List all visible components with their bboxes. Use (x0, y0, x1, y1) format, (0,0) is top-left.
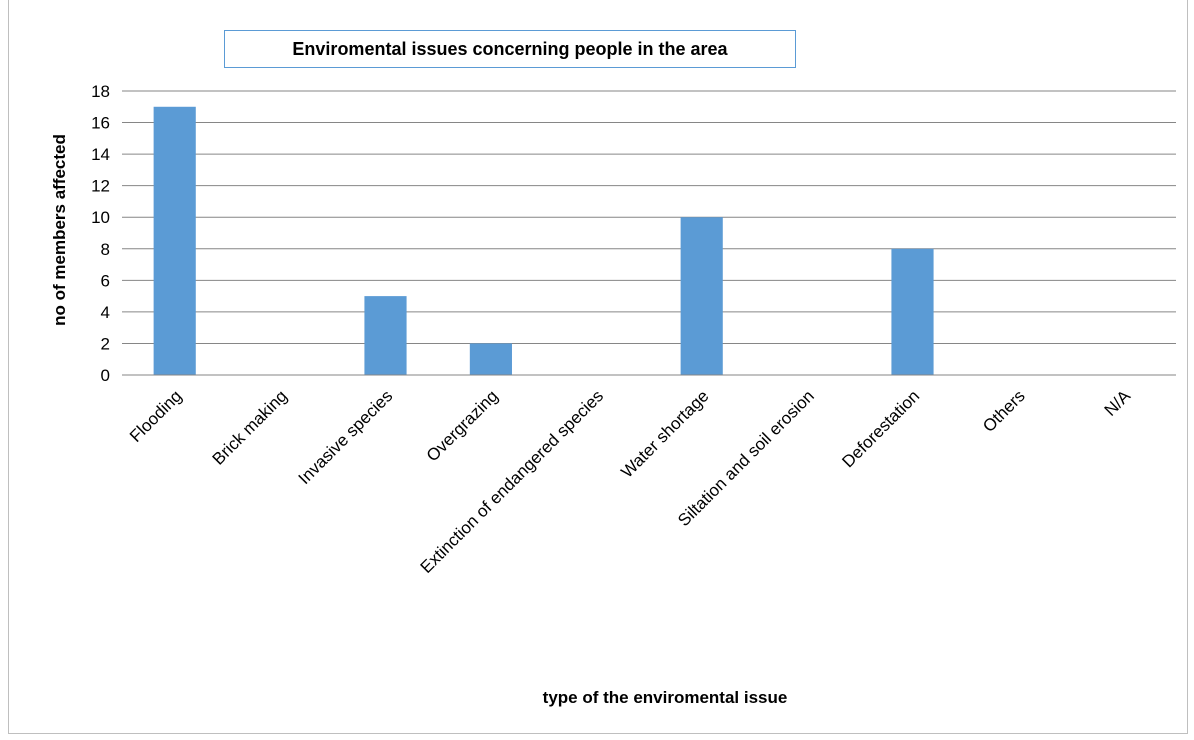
x-tick-label: Invasive species (295, 386, 397, 488)
y-tick-label: 14 (91, 145, 110, 164)
y-tick-label: 12 (91, 177, 110, 196)
chart-title-box: Enviromental issues concerning people in… (224, 30, 796, 68)
x-tick-label: Water shortage (617, 386, 712, 481)
bar (364, 296, 407, 375)
x-axis-title: type of the enviromental issue (542, 688, 788, 707)
x-tick-label: Overgrazing (423, 386, 502, 465)
y-tick-label: 8 (101, 240, 110, 259)
y-tick-label: 10 (91, 208, 110, 227)
chart-title: Enviromental issues concerning people in… (292, 38, 728, 59)
x-tick-label: Deforestation (838, 386, 923, 471)
y-axis-title: no of members affected (50, 134, 69, 326)
x-tick-label: Extinction of endangered species (417, 386, 608, 577)
bar (153, 106, 196, 376)
x-tick-label: Flooding (126, 386, 186, 446)
bar (469, 343, 512, 375)
x-tick-label: Brick making (209, 386, 291, 468)
bar (680, 217, 723, 375)
y-tick-label: 0 (101, 366, 110, 385)
x-tick-label: Others (979, 386, 1029, 436)
bar (891, 248, 934, 375)
y-tick-label: 6 (101, 271, 110, 290)
y-tick-label: 4 (101, 303, 110, 322)
x-tick-label: N/A (1101, 386, 1135, 420)
y-tick-label: 2 (101, 334, 110, 353)
y-tick-label: 18 (91, 82, 110, 101)
y-tick-label: 16 (91, 114, 110, 133)
